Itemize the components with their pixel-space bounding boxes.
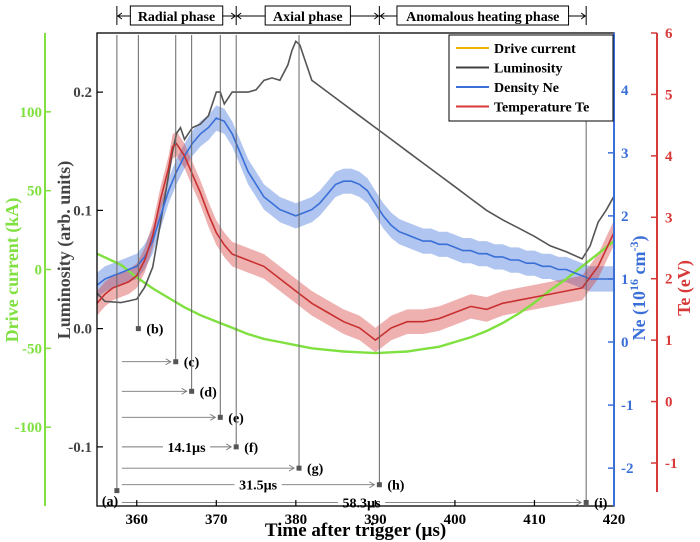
- interval-arrowhead: [210, 413, 217, 421]
- legend-entry: Density Ne: [494, 81, 559, 96]
- density-title-close: ): [629, 236, 650, 242]
- luminosity-tick-label: 0.0: [73, 322, 92, 338]
- marker-point: [189, 388, 195, 394]
- interval-arrowhead: [225, 443, 233, 451]
- phase-arrowhead: [236, 12, 242, 20]
- density-title-main: Ne (10: [629, 291, 650, 340]
- x-tick-label: 400: [444, 512, 467, 528]
- temperature-tick-label: 3: [665, 210, 673, 226]
- luminosity-axis-title: Luminosity (arb. units): [54, 161, 75, 340]
- drive_current-tick-label: -100: [15, 420, 43, 436]
- marker-point: [173, 359, 179, 365]
- temperature-tick-label: 0: [665, 395, 673, 411]
- phase-label-box: [129, 5, 224, 26]
- density-tick-label: -1: [621, 398, 634, 414]
- interval-label-bg: [162, 436, 211, 455]
- luminosity-tick-label: 0.1: [73, 203, 92, 219]
- marker-point: [217, 414, 223, 420]
- marker-point: [114, 488, 120, 494]
- phase-label-2: Axial phase: [273, 10, 343, 25]
- density-tick-label: 2: [621, 209, 629, 225]
- drive_current-line: [96, 240, 615, 355]
- density-tick-label: 0: [621, 335, 629, 351]
- phase-arrowhead: [580, 12, 586, 20]
- marker-point: [376, 482, 382, 488]
- interval-arrowhead: [369, 481, 376, 489]
- x-axis-title: Time after trigger (µs): [265, 520, 446, 541]
- error-bands: [97, 105, 614, 353]
- phase-label-3: Anomalous heating phase: [406, 10, 559, 25]
- drive_current-tick-label: 0: [35, 263, 43, 279]
- marker-point: [296, 465, 302, 471]
- x-tick-label: 380: [285, 512, 308, 528]
- density-tick-label: 3: [621, 146, 629, 162]
- marker-label: (h): [387, 479, 404, 494]
- phase-arrowhead: [117, 12, 123, 20]
- x-tick-label: 410: [523, 512, 546, 528]
- legend-entry: Luminosity: [494, 62, 562, 77]
- temperature-tick-label: 4: [665, 149, 673, 165]
- density-band: [97, 105, 614, 298]
- interval-label: 58.3µs: [343, 496, 382, 511]
- luminosity-line: [96, 39, 615, 304]
- temperature-tick-label: 5: [665, 87, 673, 103]
- phase-bar: Radial phase Axial phase Anomalous heating…: [116, 5, 587, 26]
- temperature-tick-label: -1: [665, 456, 678, 472]
- legend-entry: Temperature Te: [494, 101, 589, 116]
- marker-label: (f): [244, 441, 258, 456]
- time-markers: (a)(b)(c)(d)(e)(f)(g)(h)(i)14.1µs31.5µs5…: [102, 35, 608, 511]
- density-line: [96, 117, 614, 286]
- density-axis-title: Ne (1016 cm-3): [627, 236, 650, 341]
- luminosity-tick-label: -0.1: [68, 440, 92, 456]
- phase-arrowhead: [374, 12, 380, 20]
- temperature-tick-label: 2: [665, 272, 673, 288]
- drive_current-tick-label: 100: [20, 105, 43, 121]
- interval-arrowhead: [575, 499, 583, 506]
- density-tick-label: 1: [621, 272, 629, 288]
- interval-arrowhead: [165, 358, 172, 366]
- x-tick-label: 360: [126, 512, 149, 528]
- phase-arrowhead: [379, 12, 385, 20]
- legend: Drive current Luminosity Density Ne Tempera…: [448, 34, 614, 122]
- phase-label-1: Radial phase: [138, 10, 215, 25]
- marker-label: (b): [146, 323, 163, 338]
- interval-arrowhead: [288, 464, 295, 472]
- temperature-band: [97, 131, 614, 353]
- density-tick-label: 4: [621, 83, 629, 99]
- interval-label: 31.5µs: [239, 479, 278, 494]
- marker-label: (a): [102, 495, 119, 510]
- interval-label: 14.1µs: [168, 441, 207, 456]
- marker-point: [135, 326, 141, 332]
- temperature-line: [96, 142, 615, 342]
- temperature-tick-label: 6: [665, 26, 673, 42]
- interval-arrowhead: [181, 387, 188, 395]
- density-title-unit: cm: [629, 252, 649, 279]
- marker-point: [583, 499, 589, 505]
- density-tick-label: -2: [621, 461, 634, 477]
- legend-entry: Drive current: [494, 42, 576, 57]
- marker-label: (i): [594, 496, 608, 511]
- phase-arrowhead: [230, 12, 237, 20]
- series-lines: [96, 39, 615, 355]
- x-tick-label: 420: [603, 512, 626, 528]
- drive-current-axis-title: Drive current (kA): [2, 198, 23, 343]
- density-title-exp: -3: [627, 242, 641, 252]
- marker-label: (g): [307, 462, 324, 477]
- phase-label-box: [396, 5, 570, 26]
- temperature-axis-title: Te (eV): [674, 260, 695, 316]
- x-tick-label: 390: [364, 512, 387, 528]
- interval-label-bg: [234, 474, 282, 493]
- drive_current-tick-label: 50: [27, 184, 42, 200]
- marker-label: (d): [200, 385, 217, 400]
- density-title-sup: 16: [627, 279, 641, 291]
- x-tick-label: 370: [205, 512, 228, 528]
- marker-point: [233, 444, 239, 450]
- drive_current-tick-label: -50: [22, 341, 42, 357]
- luminosity-tick-label: 0.2: [73, 85, 92, 101]
- temperature-tick-label: 1: [665, 333, 673, 349]
- phase-label-box: [264, 5, 351, 26]
